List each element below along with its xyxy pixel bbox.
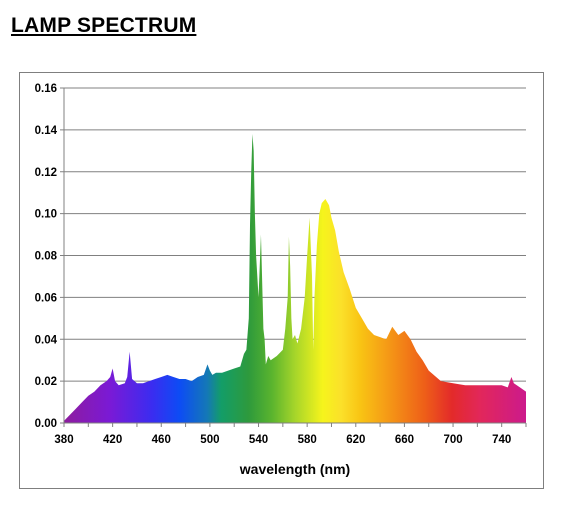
- x-tick-label: 740: [492, 434, 511, 446]
- x-tick-label: 580: [298, 434, 317, 446]
- x-tick-label: 700: [443, 434, 462, 446]
- x-tick-label: 460: [152, 434, 171, 446]
- spectrum-series: [64, 134, 526, 423]
- y-tick-label: 0.10: [35, 209, 57, 221]
- gridlines: [64, 87, 526, 382]
- y-tick-label: 0.04: [35, 334, 58, 346]
- y-tick-label: 0.06: [35, 292, 57, 304]
- y-tick-labels: 0.00 0.02 0.04 0.06 0.08 0.10 0.12 0.14 0.16: [35, 83, 58, 430]
- x-tick-label: 620: [346, 434, 365, 446]
- y-tick-label: 0.02: [35, 376, 57, 388]
- y-tick-label: 0.00: [35, 418, 57, 430]
- y-tick-label: 0.14: [35, 125, 58, 137]
- chart-area: 0.00 0.02 0.04 0.06 0.08 0.10 0.12 0.14 0.16 380…: [19, 72, 544, 489]
- x-tick-label: 380: [54, 434, 73, 446]
- spectrum-chart: 0.00 0.02 0.04 0.06 0.08 0.10 0.12 0.14 0.16 380…: [35, 83, 527, 477]
- axes: [60, 87, 527, 427]
- page-title: LAMP SPECTRUM: [11, 14, 197, 37]
- x-axis-title: wavelength (nm): [239, 461, 350, 477]
- x-tick-label: 660: [395, 434, 414, 446]
- x-tick-label: 500: [200, 434, 219, 446]
- y-tick-label: 0.12: [35, 167, 57, 179]
- x-tick-labels: 380 420 460 500 540 580 620 660 700 740: [54, 434, 511, 446]
- x-tick-label: 540: [249, 434, 268, 446]
- y-tick-label: 0.08: [35, 251, 58, 263]
- spectrum-area: [64, 134, 526, 423]
- x-tick-label: 420: [103, 434, 122, 446]
- y-tick-label: 0.16: [35, 83, 57, 95]
